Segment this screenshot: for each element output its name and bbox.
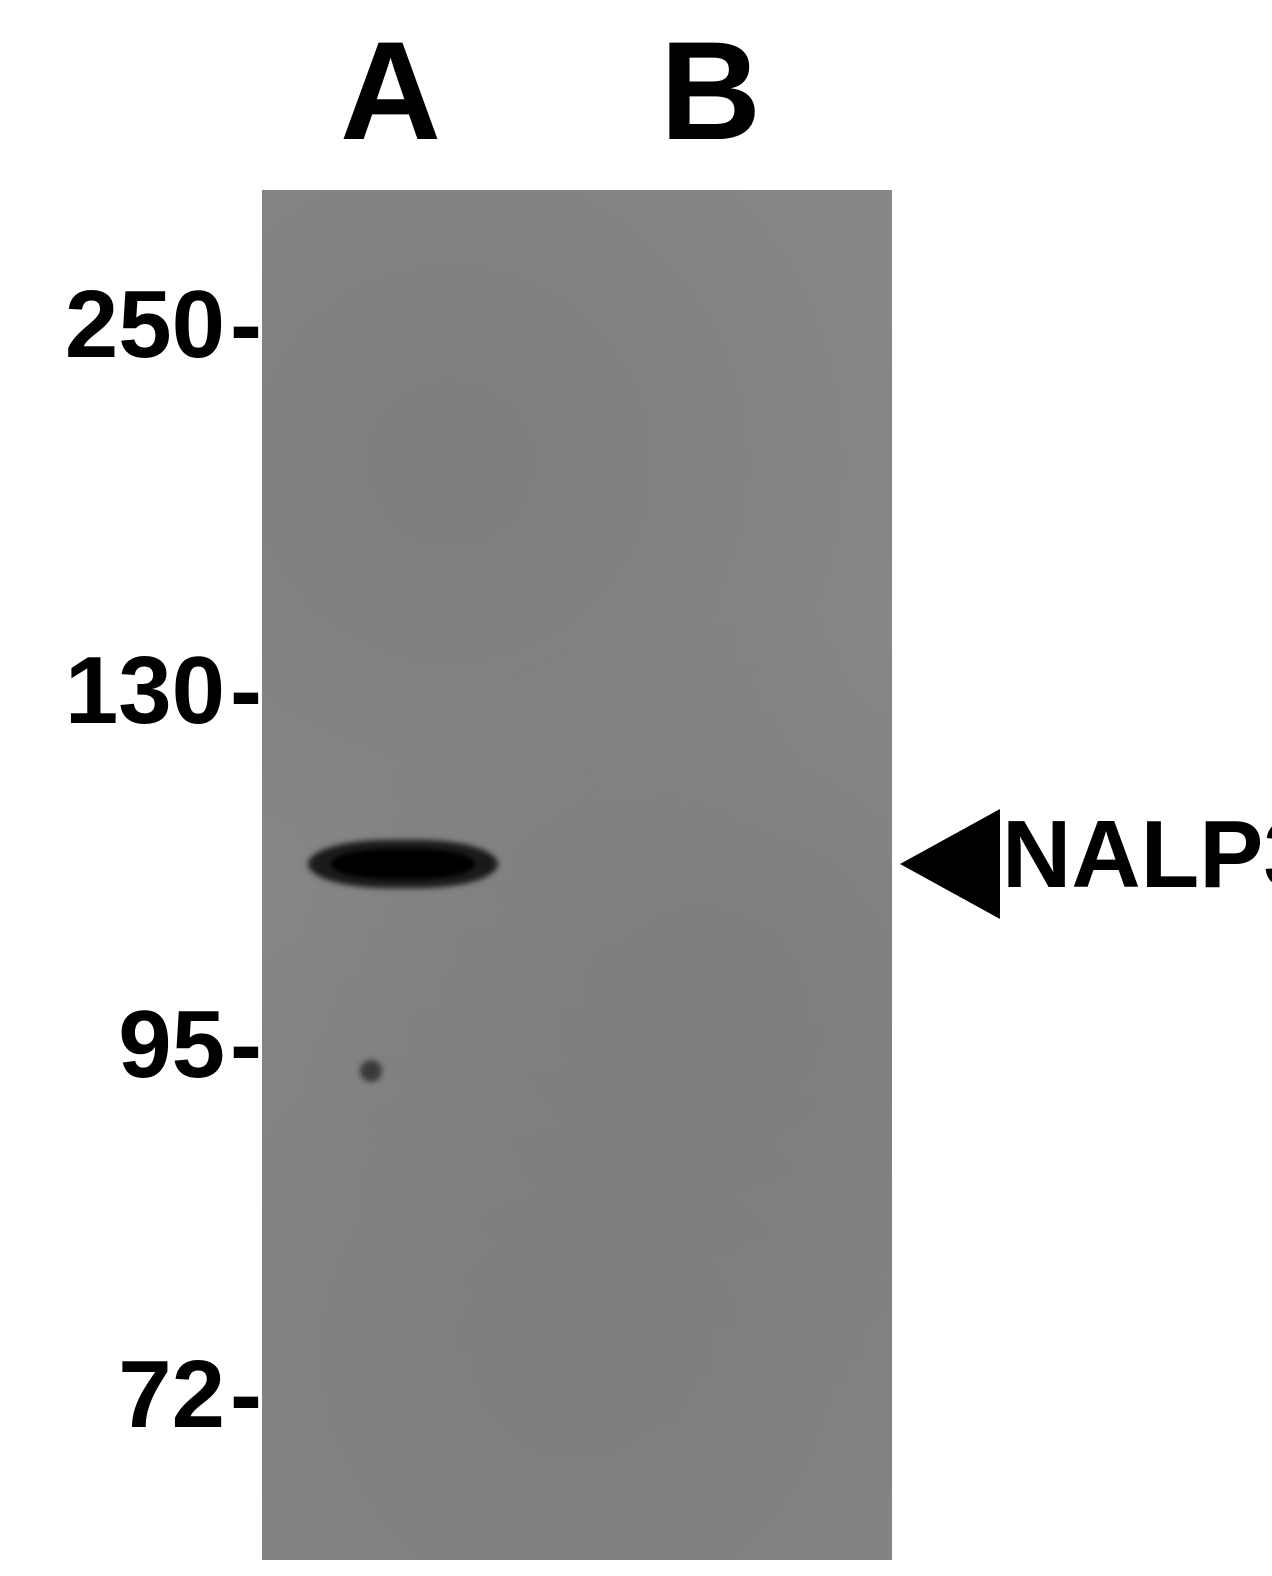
pointer-arrow-icon (900, 809, 1000, 919)
band-lane-a-spot (360, 1060, 382, 1082)
marker-72: 72 (118, 1340, 225, 1450)
band-lane-a-main-core (331, 849, 475, 880)
pointer-label: NALP3 (1002, 800, 1272, 910)
marker-130-tick: - (230, 636, 262, 746)
lane-label-b: B (660, 10, 761, 172)
marker-250: 250 (65, 270, 225, 380)
marker-72-tick: - (230, 1340, 262, 1450)
marker-95: 95 (118, 990, 225, 1100)
marker-250-tick: - (230, 270, 262, 380)
figure-canvas: A B 250 - 130 - 95 - 72 - NALP3 (0, 0, 1272, 1576)
marker-95-tick: - (230, 990, 262, 1100)
lane-label-a: A (340, 10, 441, 172)
marker-130: 130 (65, 636, 225, 746)
